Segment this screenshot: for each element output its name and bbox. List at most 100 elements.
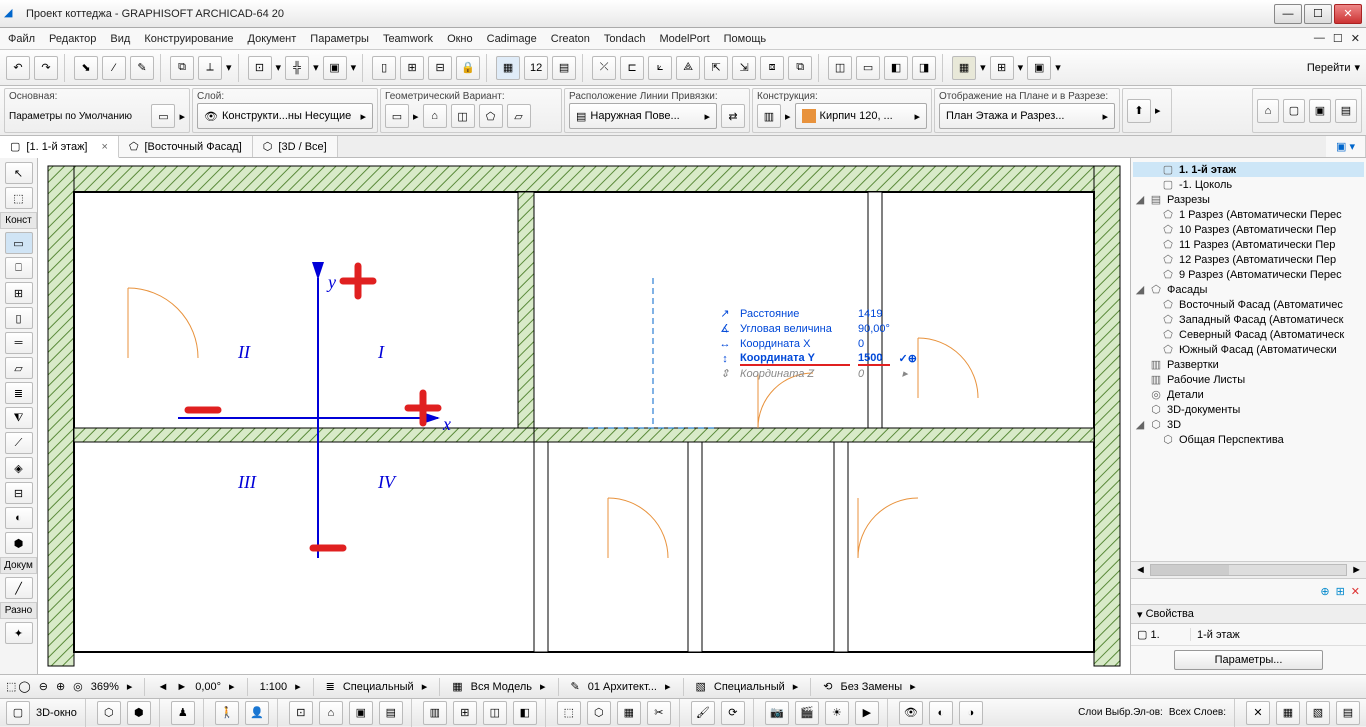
bb-21[interactable]: 📷 [765,701,789,725]
bb-10[interactable]: ▤ [379,701,403,725]
tb-n2[interactable]: ⊏ [620,56,644,80]
tree-elev-w[interactable]: Западный Фасад (Автоматическ [1179,314,1343,326]
skylight-tool[interactable]: ◈ [5,457,33,479]
lamp-tool[interactable]: ✦ [5,622,33,644]
column-tool[interactable]: ▯ [5,307,33,329]
next-view-icon[interactable]: ► [176,681,187,693]
zoom-100-icon[interactable]: ◎ [73,680,83,693]
tab-3d[interactable]: ⬡ [3D / Все] [253,136,338,157]
ycoord-value[interactable]: 1500 [858,352,890,366]
tree-sec9[interactable]: 9 Разрез (Автоматически Перес [1179,269,1342,281]
bb-8[interactable]: ⌂ [319,701,343,725]
menu-tondach[interactable]: Tondach [604,33,646,45]
door-tool[interactable]: ⎕ [5,257,33,279]
tb-m3[interactable]: ▤ [552,56,576,80]
zoom-value[interactable]: 369% [91,681,119,693]
bb-5[interactable]: 🚶 [215,701,239,725]
status-reno[interactable]: Без Замены [841,681,903,693]
marquee-tool[interactable]: ⬚ [5,187,33,209]
menu-view[interactable]: Вид [110,33,130,45]
tab-floor1[interactable]: ▢ [1. 1-й этаж] × [0,136,119,158]
geom-2-button[interactable]: ⌂ [423,104,447,128]
redo-button[interactable]: ↷ [34,56,58,80]
zoom-out-icon[interactable]: ⊖ [39,680,48,693]
tab-close-icon[interactable]: × [102,141,108,153]
tree-sec11[interactable]: 11 Разрез (Автоматически Пер [1179,239,1335,251]
mdi-max-icon[interactable]: ☐ [1333,32,1343,45]
nav-plan-button[interactable]: ▢ [1283,99,1305,123]
zoom-sel-icon[interactable]: ⬚ [6,680,16,693]
arrow-tool[interactable]: ↖ [5,162,33,184]
navigator-tree[interactable]: ▢1. 1-й этаж ▢-1. Цоколь ◢▤Разрезы ⬠1 Ра… [1131,158,1366,561]
line-tool[interactable]: ╱ [5,577,33,599]
snap-button[interactable]: ⟂ [198,56,222,80]
check-icon[interactable]: ✓⊕ [898,352,916,365]
tree-interior[interactable]: Развертки [1167,359,1219,371]
menu-file[interactable]: Файл [8,33,35,45]
curtainwall-tool[interactable]: ⊟ [5,482,33,504]
delete-icon[interactable]: ✕ [1351,585,1360,598]
menu-teamwork[interactable]: Teamwork [383,33,433,45]
story-up-button[interactable]: ⬆ [1127,99,1151,123]
params-button[interactable]: Параметры... [1174,650,1324,670]
object-tool[interactable]: ⬢ [5,532,33,554]
tree-elev-s[interactable]: Южный Фасад (Автоматически [1179,344,1337,356]
tb-n4[interactable]: ⟁ [676,56,700,80]
info-main-dd-icon[interactable]: ▸ [179,110,185,123]
bb-22[interactable]: 🎬 [795,701,819,725]
dd-6-icon[interactable]: ▾ [1018,61,1024,74]
tb-n3[interactable]: ⟀ [648,56,672,80]
tab-nav-button[interactable]: ▣ ▾ [1326,136,1366,157]
menu-document[interactable]: Документ [248,33,297,45]
bb-16[interactable]: ⬡ [587,701,611,725]
tree-elev-n[interactable]: Северный Фасад (Автоматическ [1179,329,1344,341]
roof-tool[interactable]: ⧨ [5,407,33,429]
tb-p1[interactable]: ▦ [952,56,976,80]
bb-7[interactable]: ⊡ [289,701,313,725]
tree-3d[interactable]: 3D [1167,419,1181,431]
bb-2[interactable]: ⬡ [97,701,121,725]
info-main-icon[interactable]: ▭ [151,104,175,128]
suspend-button[interactable]: ▯ [372,56,396,80]
minimize-button[interactable]: — [1274,4,1302,24]
geom-4-button[interactable]: ⬠ [479,104,503,128]
bb-r3[interactable]: ▧ [1306,701,1330,725]
bb-9[interactable]: ▣ [349,701,373,725]
tb-n5[interactable]: ⇱ [704,56,728,80]
newview2-icon[interactable]: ⊞ [1336,585,1345,598]
tb-o2[interactable]: ▭ [856,56,880,80]
menu-help[interactable]: Помощь [724,33,767,45]
dd-2-icon[interactable]: ▾ [276,61,282,74]
tb-o4[interactable]: ◨ [912,56,936,80]
tb-n1[interactable]: ⤫ [592,56,616,80]
status-layerset[interactable]: Специальный [343,681,414,693]
geom-1-button[interactable]: ▭ [385,104,409,128]
tree-sec12[interactable]: 12 Разрез (Автоматически Пер [1179,254,1336,266]
bb-17[interactable]: ▦ [617,701,641,725]
lock-button[interactable]: 🔒 [456,56,480,80]
guide-button[interactable]: ▣ [323,56,347,80]
tracker-palette[interactable]: ↗Расстояние1419 ∡Угловая величина90,00° … [718,306,917,381]
info-refline-dropdown[interactable]: ▤ Наружная Пове... ▸ [569,103,717,129]
geom-5-button[interactable]: ▱ [507,104,531,128]
beam-tool[interactable]: ═ [5,332,33,354]
tree-basement[interactable]: -1. Цоколь [1179,179,1232,191]
info-display-dropdown[interactable]: План Этажа и Разрез... ▸ [939,103,1115,129]
dd-1-icon[interactable]: ▾ [226,61,232,74]
tb-p2[interactable]: ⊞ [990,56,1014,80]
bb-12[interactable]: ⊞ [453,701,477,725]
refline-flip-button[interactable]: ⇄ [721,104,745,128]
tree-elevations[interactable]: Фасады [1167,284,1207,296]
prev-view-icon[interactable]: ◄ [157,681,168,693]
undo-button[interactable]: ↶ [6,56,30,80]
bb-23[interactable]: ☀ [825,701,849,725]
info-struct-dropdown[interactable]: Кирпич 120, ... ▸ [795,103,927,129]
zoom-fit-icon[interactable]: ◯ [18,680,30,693]
menu-edit[interactable]: Редактор [49,33,96,45]
bb-15[interactable]: ⬚ [557,701,581,725]
tb-o1[interactable]: ◫ [828,56,852,80]
tool-a-button[interactable]: ⁄ [102,56,126,80]
tree-details[interactable]: Детали [1167,389,1204,401]
dd-5-icon[interactable]: ▾ [980,61,986,74]
bb-20[interactable]: ⟳ [721,701,745,725]
